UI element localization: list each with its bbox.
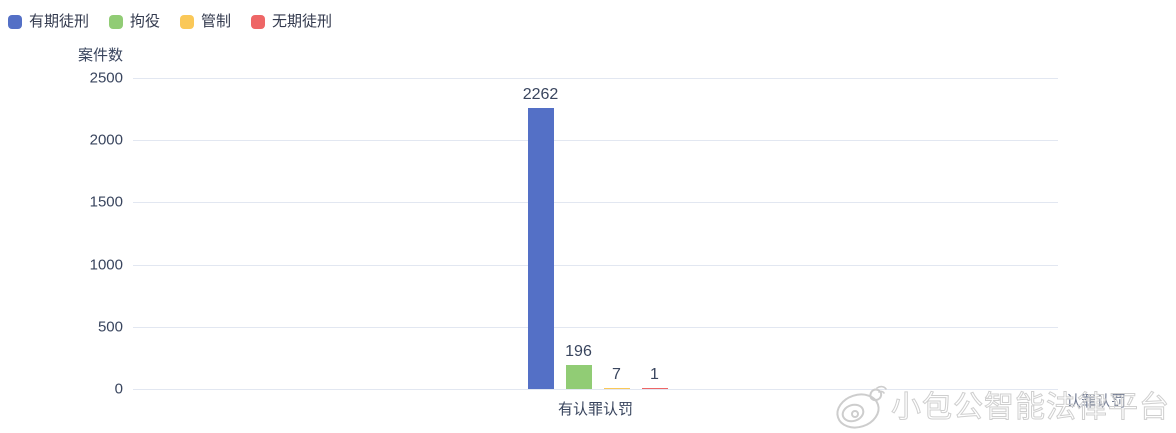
legend-item-label: 拘役: [130, 13, 161, 30]
bar-value-label: 196: [565, 343, 592, 360]
bar-有期徒刑[interactable]: [527, 108, 554, 389]
gridline: [133, 264, 1058, 266]
bar-value-label: 2262: [522, 86, 559, 103]
legend-item-label: 有期徒刑: [29, 13, 90, 30]
gridline: [133, 326, 1058, 328]
gridline: [133, 202, 1058, 204]
bar-value-label: 1: [650, 366, 659, 383]
gridline: [133, 140, 1058, 142]
y-tick-label: 1000: [89, 256, 123, 274]
y-axis-title: 案件数: [78, 47, 124, 64]
legend-item-1[interactable]: 拘役: [109, 14, 160, 29]
bar-拘役[interactable]: [565, 365, 592, 389]
legend-swatch-icon: [109, 14, 124, 29]
bar-无期徒刑[interactable]: [641, 388, 668, 389]
x-category-label: 有认罪认罚: [557, 401, 633, 418]
legend-item-label: 无期徒刑: [272, 13, 333, 30]
gridline: [133, 389, 1058, 390]
x-axis-title: 认罪认罚: [1066, 393, 1127, 410]
bar-管制[interactable]: [603, 388, 630, 389]
legend-swatch-icon: [8, 14, 22, 29]
bar-value-label: 7: [612, 366, 621, 383]
legend-swatch-icon: [251, 14, 266, 29]
y-tick-label: 2500: [89, 69, 123, 87]
y-tick-label: 2000: [89, 131, 123, 149]
legend-item-3[interactable]: 无期徒刑: [251, 14, 332, 29]
gridline: [133, 78, 1058, 79]
legend: 有期徒刑 拘役 管制 无期徒刑: [8, 14, 332, 29]
legend-item-label: 管制: [201, 13, 232, 30]
y-tick-label: 500: [97, 318, 123, 336]
y-tick-label: 0: [114, 380, 123, 398]
legend-swatch-icon: [180, 14, 195, 29]
legend-item-2[interactable]: 管制: [180, 14, 231, 29]
legend-item-0[interactable]: 有期徒刑: [8, 14, 89, 29]
y-tick-label: 1500: [89, 193, 123, 211]
plot-area: 0 500 1000 1500 2000 2500 2262 196 7 1: [90, 70, 1058, 398]
